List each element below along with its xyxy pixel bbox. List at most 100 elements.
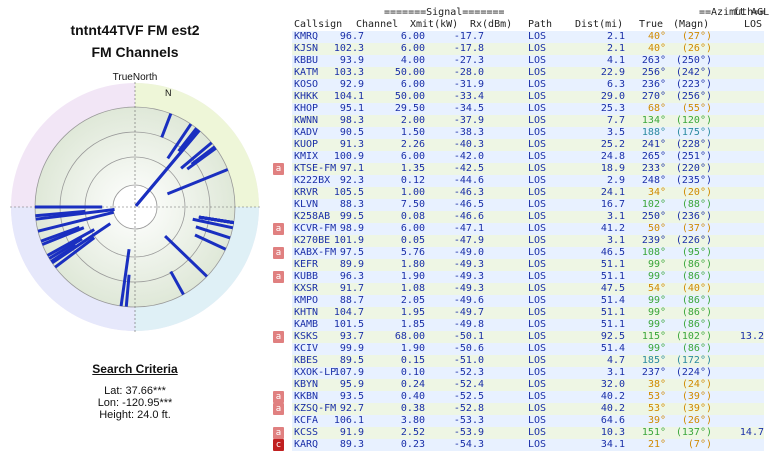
cell-xmit: 1.85 — [400, 319, 425, 330]
cell-xmit: 1.50 — [400, 127, 425, 138]
cell-true: 233° — [641, 163, 666, 174]
table-row[interactable]: KLVN 88.3 7.50 -46.5 LOS 16.7 102° (88°) — [292, 199, 764, 211]
cell-dist: 7.7 — [606, 115, 625, 126]
cell-magn: (37°) — [681, 223, 712, 234]
table-row[interactable]: K270BE 101.9 0.05 -47.9 LOS 3.1 239° (226°) — [292, 235, 764, 247]
cell-magn: (102°) — [675, 331, 712, 342]
cell-channel: 88.7 — [339, 295, 364, 306]
cell-channel: 106.1 — [333, 415, 364, 426]
table-row[interactable]: KAMB 101.5 1.85 -49.8 LOS 51.1 99° (86°) — [292, 319, 764, 331]
polar-bar — [201, 216, 235, 225]
cell-true: 115° — [641, 331, 666, 342]
table-row[interactable]: KADV 90.5 1.50 -38.3 LOS 3.5 188° (175°) — [292, 127, 764, 139]
cell-callsign: KEFR — [294, 259, 319, 270]
cell-callsign: KSKS — [294, 331, 319, 342]
table-row[interactable]: KATM 103.3 50.00 -28.0 LOS 22.9 256° (242°) — [292, 67, 764, 79]
cell-xmit: 0.40 — [400, 391, 425, 402]
table-row[interactable]: KBBU 93.9 4.00 -27.3 LOS 4.1 263° (250°) — [292, 55, 764, 67]
table-row[interactable]: KUOP 91.3 2.26 -40.3 LOS 25.2 241° (228°) — [292, 139, 764, 151]
table-row[interactable]: KHTN 104.7 1.95 -49.7 LOS 51.1 99° (86°) — [292, 307, 764, 319]
polar-bar — [166, 123, 193, 160]
cell-channel: 88.3 — [339, 199, 364, 210]
cell-callsign: KAMB — [294, 319, 319, 330]
cell-path: LOS — [528, 307, 547, 318]
table-row[interactable]: KTSE-FM 97.1 1.35 -42.5 LOS 18.9 233° (220°) — [292, 163, 764, 175]
cell-channel: 107.9 — [333, 367, 364, 378]
polar-north-label: TrueNorth — [112, 72, 158, 83]
cell-dist: 2.1 — [606, 43, 625, 54]
cell-xmit: 3.80 — [400, 415, 425, 426]
table-row[interactable]: K258AB 99.5 0.08 -46.6 LOS 3.1 250° (236°) — [292, 211, 764, 223]
table-row[interactable]: KARQ 89.3 0.23 -54.3 LOS 34.1 21° (7°) — [292, 439, 764, 451]
row-flag-badge[interactable]: a — [273, 391, 284, 403]
cell-callsign: KBBU — [294, 55, 319, 66]
row-flag-badge[interactable]: a — [273, 403, 284, 415]
row-flag-badge[interactable]: a — [273, 271, 284, 283]
cell-callsign: KJSN — [294, 43, 319, 54]
table-row[interactable]: KMRQ 96.7 6.00 -17.7 LOS 2.1 40° (27°) — [292, 31, 764, 43]
table-row[interactable]: KSKS 93.7 68.00 -50.1 LOS 92.5 115° (102°) 13.2 — [292, 331, 764, 343]
table-row[interactable]: KBES 89.5 0.15 -51.0 LOS 4.7 185° (172°) — [292, 355, 764, 367]
row-flag-badge[interactable]: c — [273, 439, 284, 451]
table-row[interactable]: KABX-FM 97.5 5.76 -49.0 LOS 46.5 108° (95°) — [292, 247, 764, 259]
polar-bar — [41, 226, 85, 246]
table-row[interactable]: KHOP 95.1 29.50 -34.5 LOS 25.3 68° (55°) — [292, 103, 764, 115]
table-row[interactable]: KCVR-FM 98.9 6.00 -47.1 LOS 41.2 50° (37°) — [292, 223, 764, 235]
row-flag-badge[interactable]: a — [273, 427, 284, 439]
cell-xmit: 0.08 — [400, 211, 425, 222]
cell-xmit: 50.00 — [394, 91, 425, 102]
cell-channel: 99.9 — [339, 343, 364, 354]
table-row[interactable]: KCSS 91.9 2.52 -53.9 LOS 10.3 151° (137°) 14.7 — [292, 427, 764, 439]
cell-true: 256° — [641, 67, 666, 78]
cell-channel: 104.1 — [333, 91, 364, 102]
cell-true: 40° — [647, 31, 666, 42]
cell-rx: -40.3 — [453, 139, 484, 150]
table-row[interactable]: KUBB 96.3 1.90 -49.3 LOS 51.1 99° (86°) — [292, 271, 764, 283]
cell-channel: 97.5 — [339, 247, 364, 258]
table-row[interactable]: KWNN 98.3 2.00 -37.9 LOS 7.7 134° (120°) — [292, 115, 764, 127]
table-row[interactable]: KZSQ-FM 92.7 0.38 -52.8 LOS 40.2 53° (39°) — [292, 403, 764, 415]
table-row[interactable]: KHKK 104.1 50.00 -33.4 LOS 29.0 270° (256°) — [292, 91, 764, 103]
cell-magn: (242°) — [675, 67, 712, 78]
cell-dist: 3.1 — [606, 367, 625, 378]
row-flag-badge[interactable]: a — [273, 247, 284, 259]
cell-callsign: KWNN — [294, 115, 319, 126]
cell-xmit: 0.24 — [400, 379, 425, 390]
col-dist-header: Dist(mi) — [575, 19, 624, 30]
row-flag-badge[interactable]: a — [273, 163, 284, 175]
cell-dist: 41.2 — [600, 223, 625, 234]
cell-xmit: 0.23 — [400, 439, 425, 450]
table-row[interactable]: KXSR 91.7 1.08 -49.3 LOS 47.5 54° (40°) — [292, 283, 764, 295]
cell-path: LOS — [528, 79, 547, 90]
table-row[interactable]: KRVR 105.5 1.00 -46.3 LOS 24.1 34° (20°) — [292, 187, 764, 199]
table-row[interactable]: KCFA 106.1 3.80 -53.3 LOS 64.6 39° (26°) — [292, 415, 764, 427]
cell-true: 53° — [647, 403, 666, 414]
cell-magn: (226°) — [675, 235, 712, 246]
table-row[interactable]: KJSN 102.3 6.00 -17.8 LOS 2.1 40° (26°) — [292, 43, 764, 55]
table-row[interactable]: KEFR 89.9 1.80 -49.3 LOS 51.1 99° (86°) — [292, 259, 764, 271]
row-flag-badge[interactable]: a — [273, 223, 284, 235]
cell-dist: 3.1 — [606, 235, 625, 246]
cell-dist: 3.5 — [606, 127, 625, 138]
cell-callsign: KLVN — [294, 199, 319, 210]
table-row[interactable]: KOSO 92.9 6.00 -31.9 LOS 6.3 236° (223°) — [292, 79, 764, 91]
table-row[interactable]: KMIX 100.9 6.00 -42.0 LOS 24.8 265° (251°) — [292, 151, 764, 163]
cell-callsign: KUOP — [294, 139, 319, 150]
table-row[interactable]: K222BX 92.3 0.12 -44.6 LOS 2.9 248° (235°) — [292, 175, 764, 187]
cell-true: 248° — [641, 175, 666, 186]
cell-xmit: 50.00 — [394, 67, 425, 78]
table-row[interactable]: KMPO 88.7 2.05 -49.6 LOS 51.4 99° (86°) — [292, 295, 764, 307]
cell-channel: 96.7 — [339, 31, 364, 42]
cell-rx: -50.6 — [453, 343, 484, 354]
cell-true: 270° — [641, 91, 666, 102]
table-row[interactable]: KXOK-LP 107.9 0.10 -52.3 LOS 3.1 237° (224°) — [292, 367, 764, 379]
table-row[interactable]: KBYN 95.9 0.24 -52.4 LOS 32.0 38° (24°) — [292, 379, 764, 391]
cell-magn: (220°) — [675, 163, 712, 174]
table-row[interactable]: KKBN 93.5 0.40 -52.5 LOS 40.2 53° (39°) — [292, 391, 764, 403]
cell-path: LOS — [528, 427, 547, 438]
table-row[interactable]: KCIV 99.9 1.90 -50.6 LOS 51.4 99° (86°) — [292, 343, 764, 355]
cell-path: LOS — [528, 283, 547, 294]
cell-rx: -49.3 — [453, 259, 484, 270]
row-flag-badge[interactable]: a — [273, 331, 284, 343]
cell-channel: 98.3 — [339, 115, 364, 126]
